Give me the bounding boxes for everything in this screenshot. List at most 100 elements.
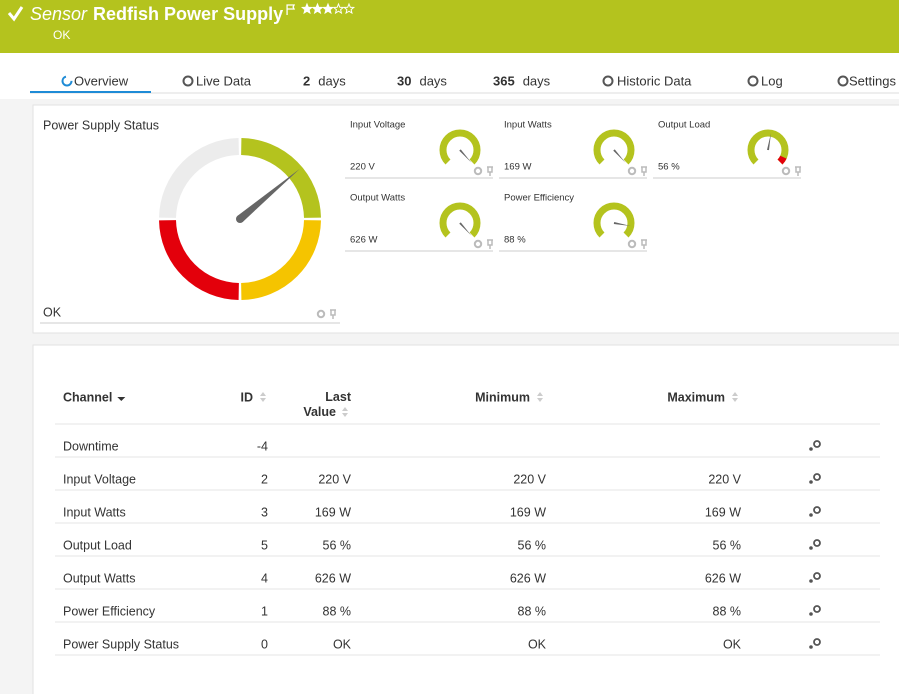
pin-icon[interactable] [641,166,647,176]
flag-icon[interactable] [286,4,296,15]
mini-gauge-label: Output Watts [350,193,405,204]
tab-label[interactable]: Settings [849,73,896,88]
channel-settings-icon-small[interactable] [809,645,813,649]
gauge-needle [459,222,472,236]
settings-icon[interactable] [473,239,483,249]
sort-icon[interactable] [260,392,266,402]
settings-icon[interactable] [627,239,637,249]
column-header[interactable]: ID [241,390,254,404]
mini-gauge-label: Output Load [658,120,710,131]
channel-name[interactable]: Power Supply Status [63,637,179,651]
channel-settings-icon[interactable] [813,473,821,481]
channel-settings-icon-small[interactable] [809,579,813,583]
tab-icon[interactable] [61,75,73,87]
mini-gauge-label: Input Voltage [350,120,405,131]
sensor-status: OK [53,28,70,42]
gauge-needle [237,168,300,223]
mini-gauge-arc [439,202,481,238]
tab-label[interactable]: Log [761,73,783,88]
gauge-segment [159,138,240,219]
channel-id: 3 [261,505,268,519]
channel-settings-icon-small[interactable] [809,480,813,484]
channel-settings-icon-small[interactable] [809,612,813,616]
gauge-panel [32,104,899,334]
tab-label[interactable]: days [419,73,447,88]
sensor-prefix: Sensor [30,4,88,24]
channel-settings-icon-small[interactable] [809,546,813,550]
channel-settings-icon-small[interactable] [809,513,813,517]
tab-label[interactable]: Historic Data [617,73,692,88]
settings-icon[interactable] [781,166,791,176]
column-header[interactable]: Channel [63,390,112,404]
channel-last: 626 W [315,571,351,585]
gauge-segment [240,219,321,300]
mini-gauge-value: 56 % [658,162,680,173]
table-panel [32,344,899,694]
channel-settings-icon[interactable] [813,605,821,613]
pin-icon[interactable] [487,166,493,176]
tab-icon[interactable] [182,75,194,87]
pin-icon[interactable] [641,239,647,249]
channel-name[interactable]: Input Watts [63,505,126,519]
channel-id: 4 [261,571,268,585]
channel-settings-icon[interactable] [813,506,821,514]
tab-number[interactable]: 2 [303,73,310,88]
rating-star[interactable] [342,2,356,15]
tab-label[interactable]: days [523,73,551,88]
tab-icon[interactable] [837,75,849,87]
settings-icon[interactable] [316,309,326,319]
channel-max: 56 % [713,538,742,552]
rating-star[interactable] [300,2,314,15]
channel-name[interactable]: Input Voltage [63,472,136,486]
rating-star[interactable] [321,2,335,15]
channel-settings-icon[interactable] [813,638,821,646]
channel-name[interactable]: Output Watts [63,571,135,585]
channel-last: OK [333,637,352,651]
gauge-needle [459,149,472,163]
settings-icon[interactable] [473,166,483,176]
tab-label[interactable]: Live Data [196,73,252,88]
mini-gauge-alert [777,155,787,165]
column-header[interactable]: Maximum [667,390,725,404]
channel-min: 626 W [510,571,546,585]
pin-icon[interactable] [795,166,801,176]
settings-icon[interactable] [627,166,637,176]
channel-max: 626 W [705,571,741,585]
gauge-segment [240,138,321,219]
mini-gauge-value: 220 V [350,162,375,173]
tab-icon[interactable] [602,75,614,87]
tab-label[interactable]: days [318,73,346,88]
tab-icon[interactable] [747,75,759,87]
tab-label[interactable]: Overview [74,73,129,88]
gauge-needle [767,133,771,151]
channel-name[interactable]: Power Efficiency [63,604,156,618]
channel-min: 88 % [518,604,547,618]
header-bar [0,0,899,53]
column-header[interactable]: Minimum [475,390,530,404]
channel-settings-icon-small[interactable] [809,447,813,451]
channel-name[interactable]: Downtime [63,439,119,453]
pin-icon[interactable] [330,309,336,319]
channel-settings-icon[interactable] [813,572,821,580]
channel-settings-icon[interactable] [813,539,821,547]
channel-max: 169 W [705,505,741,519]
gauge-title: Power Supply Status [43,118,159,132]
rating-star[interactable] [311,2,324,15]
channel-settings-icon[interactable] [813,440,821,448]
channel-id: 2 [261,472,268,486]
tab-number[interactable]: 365 [493,73,515,88]
sort-icon[interactable] [732,392,738,402]
sort-icon[interactable] [537,392,543,402]
channel-min: 169 W [510,505,546,519]
sort-icon[interactable] [342,407,348,417]
rating-star[interactable] [332,2,345,15]
pin-icon[interactable] [487,239,493,249]
mini-gauge-arc [439,129,481,165]
mini-gauge-arc [593,129,635,165]
mini-gauge-arc [593,202,635,238]
channel-name[interactable]: Output Load [63,538,132,552]
tab-number[interactable]: 30 [397,73,411,88]
mini-gauge-label: Input Watts [504,120,552,131]
column-header[interactable]: Last Value [303,390,352,419]
